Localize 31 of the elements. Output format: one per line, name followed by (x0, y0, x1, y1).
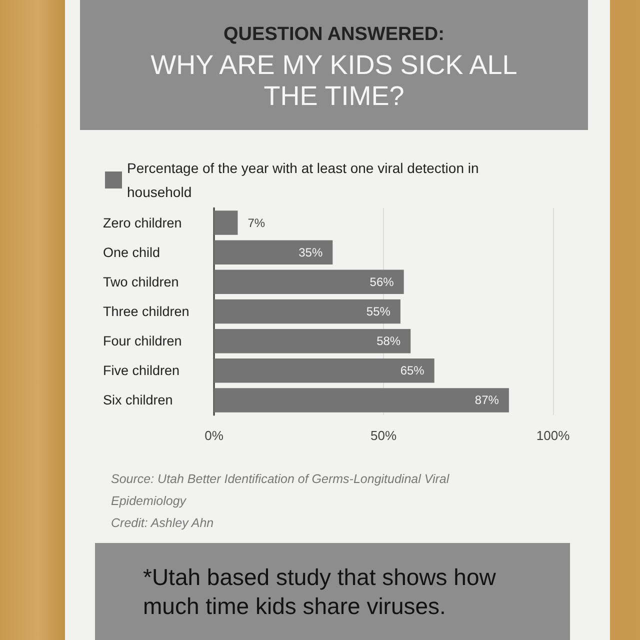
bar (214, 299, 400, 324)
y-tick-label: Three children (103, 304, 190, 319)
y-tick-label: Four children (103, 334, 182, 349)
data-label: 35% (298, 245, 323, 260)
source-note: Source: Utah Better Identification of Germs-Longitudinal Viral Epidemiology (111, 471, 450, 510)
y-tick-label: Five children (103, 363, 180, 378)
data-label: 7% (248, 216, 266, 230)
bar (214, 240, 333, 264)
data-label: 58% (376, 334, 401, 348)
text: Credit: Ashley Ahn (111, 515, 215, 532)
bar (214, 270, 404, 294)
y-tick-label: Zero children (103, 215, 182, 230)
data-label: 55% (366, 304, 391, 318)
chart-subtitle: WHY ARE MY KIDS SICK ALL THE TIME? (150, 50, 518, 112)
bar (214, 328, 411, 354)
bar (214, 358, 434, 383)
data-label: 56% (370, 274, 394, 289)
y-tick-label: One child (103, 244, 160, 260)
bar (214, 210, 238, 235)
x-tick-label: 50% (370, 428, 397, 443)
data-label: 87% (474, 393, 500, 408)
header-banner: QUESTION ANSWERED: WHY ARE MY KIDS SICK ALL THE TIME? (80, 0, 588, 130)
note-banner: *Utah based study that shows how much time kids share viruses. (95, 543, 570, 640)
y-tick-label: Two children (103, 274, 179, 290)
x-tick-label: 0% (204, 428, 224, 443)
y-tick-label: Six children (103, 392, 173, 408)
bar (214, 388, 509, 412)
data-label: 65% (400, 364, 425, 378)
legend-label: Percentage of the year with at least one viral detection in household (127, 160, 483, 200)
x-tick-label: 100% (536, 428, 570, 443)
chart-title: QUESTION ANSWERED: (224, 23, 444, 47)
